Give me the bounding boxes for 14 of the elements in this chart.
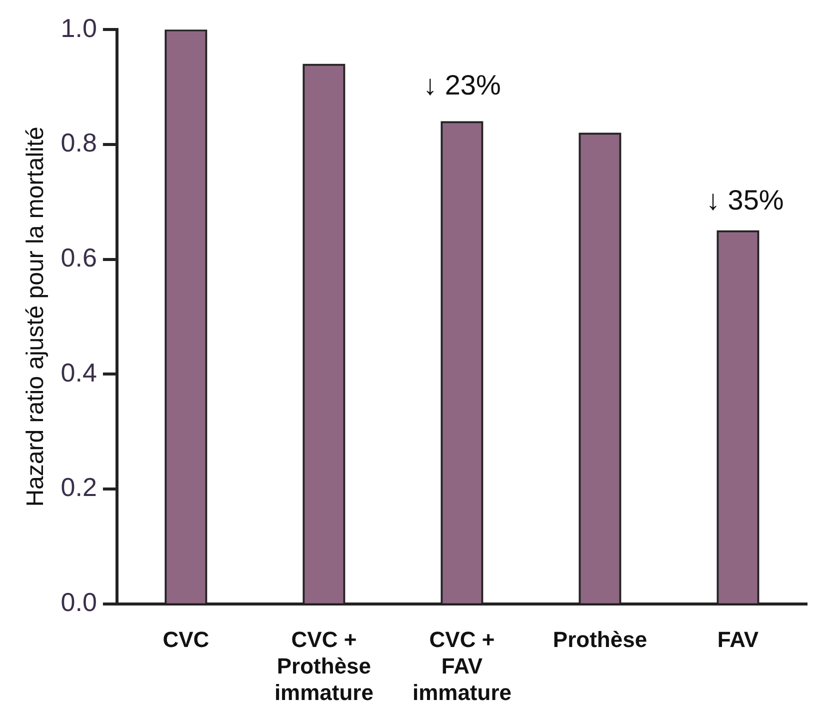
y-tick-label: 0.8 (60, 128, 97, 158)
annotation: ↓ 23% (423, 70, 501, 101)
y-tick-label: 0.2 (60, 472, 97, 502)
x-tick-label: CVC + FAV immature (412, 627, 512, 705)
x-tick-label: Prothèse (552, 627, 648, 652)
x-tick-label: CVC (162, 627, 210, 652)
y-tick-label: 0.0 (60, 586, 97, 617)
x-tick-label: FAV (717, 627, 759, 652)
y-axis-title: Hazard ratio ajusté pour la mortalité (22, 126, 50, 507)
x-tick-label: CVC + Prothèse immature (274, 627, 374, 705)
y-tick-label: 1.0 (60, 12, 97, 43)
y-tick-label: 0.6 (60, 242, 97, 272)
y-tick-label: 0.4 (60, 357, 97, 388)
annotation: ↓ 35% (706, 184, 784, 216)
